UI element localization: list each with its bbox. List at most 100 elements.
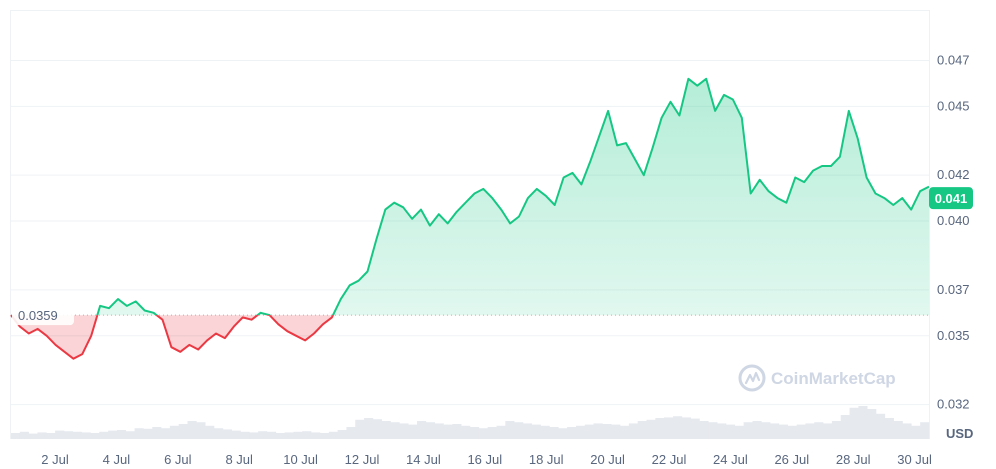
volume-bar: [81, 432, 91, 439]
volume-bar: [161, 428, 171, 439]
volume-bar: [169, 425, 180, 439]
x-tick-label: 14 Jul: [406, 452, 441, 467]
volume-bar: [831, 421, 842, 439]
x-tick-label: 10 Jul: [283, 452, 318, 467]
price-line-down: [10, 315, 335, 360]
volume-bar: [55, 430, 65, 439]
x-tick-label: 20 Jul: [590, 452, 625, 467]
price-area: [11, 78, 929, 359]
x-tick-label: 22 Jul: [652, 452, 687, 467]
volume-bar: [911, 425, 921, 439]
volume-bar: [258, 431, 268, 439]
volume-bar: [487, 427, 497, 439]
y-tick-label: 0.042: [937, 167, 970, 182]
volume-bar: [143, 428, 153, 439]
x-tick-label: 24 Jul: [713, 452, 748, 467]
volume-bar: [381, 421, 391, 439]
volume-bar: [505, 421, 515, 439]
volume-bar: [408, 424, 418, 439]
volume-bar: [293, 431, 303, 439]
volume-bar: [602, 424, 612, 439]
volume-bar: [752, 421, 762, 439]
volume-bar: [761, 422, 771, 439]
volume-bar: [690, 418, 700, 439]
volume-bar: [902, 423, 912, 439]
volume-bar: [770, 423, 780, 439]
y-tick-label: 0.045: [937, 98, 970, 113]
x-tick-label: 28 Jul: [836, 452, 871, 467]
volume-bar: [302, 431, 312, 439]
volume-bar: [470, 427, 480, 439]
volume-bar: [681, 417, 691, 439]
volume-bar: [231, 430, 241, 439]
volume-bar: [575, 425, 586, 439]
volume-bar: [249, 432, 259, 439]
volume-bar: [461, 425, 471, 439]
volume-bar: [664, 417, 674, 439]
volume-bar: [275, 433, 285, 439]
y-tick-label: 0.047: [937, 52, 970, 67]
y-tick-label: 0.035: [937, 328, 970, 343]
volume-bar: [214, 428, 224, 439]
volume-bar: [858, 406, 868, 439]
volume-bar: [673, 416, 683, 439]
volume-bar: [134, 428, 144, 439]
volume-bar: [920, 422, 930, 439]
volume-bar: [37, 432, 47, 439]
price-line-up: [10, 77, 930, 316]
volume-bar: [99, 431, 109, 439]
volume-bar: [11, 433, 21, 439]
x-axis: 2 Jul 4 Jul 6 Jul 8 Jul 10 Jul 12 Jul 14 Jul 16…: [41, 452, 932, 467]
volume-bar: [108, 430, 118, 439]
volume-bar: [390, 422, 400, 439]
volume-bar: [514, 422, 524, 439]
volume-bar: [240, 431, 250, 439]
volume-bar: [337, 430, 347, 439]
volume-bar: [311, 432, 321, 439]
volume-bar: [222, 429, 232, 439]
area-fill-up: [11, 78, 929, 316]
x-tick-label: 16 Jul: [467, 452, 502, 467]
x-tick-label: 18 Jul: [529, 452, 564, 467]
x-tick-label: 12 Jul: [345, 452, 380, 467]
x-tick-label: 4 Jul: [103, 452, 131, 467]
volume-bar: [478, 428, 488, 439]
x-tick-label: 26 Jul: [774, 452, 809, 467]
y-tick-label: 0.032: [937, 397, 970, 412]
volume-bar: [637, 421, 647, 439]
y-tick-label: 0.037: [937, 282, 970, 297]
volume-bar: [284, 432, 294, 439]
price-line: [10, 77, 930, 360]
volume-bar: [443, 424, 453, 439]
volume-bar: [823, 423, 833, 439]
volume-bars: [11, 406, 930, 439]
volume-bar: [125, 431, 135, 439]
volume-bar: [814, 422, 824, 439]
volume-bar: [567, 427, 577, 439]
volume-bar: [28, 433, 38, 439]
volume-bar: [205, 425, 215, 439]
volume-bar: [867, 409, 877, 439]
y-tick-label: 0.040: [937, 213, 970, 228]
volume-bar: [540, 425, 550, 439]
currency-unit-label: USD: [946, 426, 973, 441]
x-tick-label: 8 Jul: [225, 452, 253, 467]
area-fill-down: [11, 315, 929, 359]
baseline-label: 0.0359: [18, 308, 58, 323]
volume-bar: [708, 422, 718, 439]
volume-bar: [893, 421, 903, 439]
volume-bar: [72, 431, 82, 439]
volume-bar: [346, 427, 356, 439]
volume-bar: [425, 422, 435, 439]
volume-bar: [840, 415, 850, 439]
volume-bar: [187, 421, 197, 439]
volume-bar: [266, 431, 277, 439]
volume-bar: [646, 419, 656, 439]
volume-bar: [399, 423, 409, 439]
volume-bar: [884, 418, 894, 439]
watermark: CoinMarketCap: [738, 364, 896, 392]
volume-bar: [452, 424, 462, 439]
y-axis: 0.047 0.045 0.042 0.040 0.037 0.035 0.032: [937, 52, 970, 411]
